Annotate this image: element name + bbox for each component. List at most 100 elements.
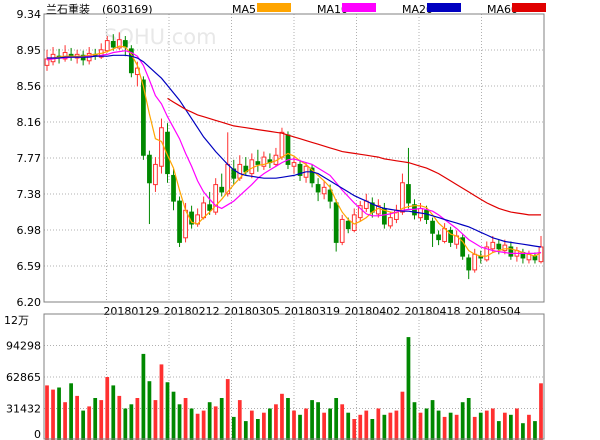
- volume-bar: [93, 398, 98, 440]
- legend-swatch-ma10: [342, 3, 376, 12]
- volume-bar: [388, 412, 393, 440]
- candle-body: [183, 209, 188, 239]
- volume-bar: [400, 391, 405, 440]
- volume-bar: [75, 395, 79, 440]
- date-tick-label: 20180129: [103, 305, 159, 318]
- candle-body: [309, 167, 315, 184]
- price-tick-label: 8.16: [17, 116, 42, 129]
- volume-tick-label: 31432: [6, 403, 41, 416]
- candle-body: [104, 40, 110, 52]
- legend-swatch-ma20: [427, 3, 461, 12]
- candle-body: [177, 200, 182, 243]
- volume-bar: [527, 414, 531, 440]
- volume-bar: [496, 421, 501, 440]
- volume-bar: [183, 398, 188, 440]
- volume-bar: [316, 402, 320, 440]
- volume-bar: [472, 416, 477, 440]
- volume-bar: [394, 410, 399, 440]
- volume-bar: [442, 416, 447, 440]
- volume-bar: [310, 400, 314, 440]
- volume-bar: [382, 414, 387, 440]
- candle-body: [406, 184, 411, 204]
- candle-body: [159, 127, 164, 167]
- volume-unit-label: 12万: [4, 314, 29, 327]
- candle-body: [213, 184, 219, 213]
- volume-bar: [274, 404, 278, 440]
- candle-body: [339, 218, 345, 243]
- price-tick-label: 7.38: [17, 188, 42, 201]
- volume-bar: [478, 412, 483, 440]
- volume-bar: [262, 412, 266, 440]
- volume-bar: [165, 382, 170, 440]
- volume-bar: [539, 383, 543, 440]
- volume-bar: [99, 400, 104, 440]
- volume-bar: [69, 383, 73, 440]
- grid: [44, 14, 544, 440]
- volume-bar: [484, 410, 489, 440]
- candle-body: [249, 159, 255, 175]
- volume-bar: [111, 385, 116, 440]
- volume-bar: [412, 402, 417, 440]
- candle-body: [201, 202, 207, 219]
- candle-body: [345, 220, 351, 230]
- candle-body: [400, 182, 405, 213]
- price-tick-label: 7.77: [17, 152, 42, 165]
- candle-body: [327, 189, 333, 202]
- candle-body: [460, 237, 466, 257]
- volume-bar: [454, 414, 459, 440]
- candle-body: [388, 217, 393, 227]
- volume-bar: [436, 410, 441, 440]
- volume-bar: [201, 410, 206, 440]
- volume-bar: [249, 410, 254, 440]
- volume-bar: [352, 419, 357, 440]
- candle-body: [466, 257, 472, 271]
- price-tick-label: 6.98: [17, 224, 42, 237]
- candle-body: [231, 168, 237, 179]
- watermark: SOHU.com: [104, 25, 217, 49]
- price-axis: 9.34 8.95 8.56 8.16 7.77 7.38 6.98 6.59 6.20 9429…: [6, 8, 41, 440]
- candle-body: [357, 205, 363, 219]
- volume-bar: [502, 412, 507, 440]
- date-tick-label: 20180305: [224, 305, 280, 318]
- volume-bar: [159, 364, 164, 440]
- volume-bar: [418, 412, 423, 440]
- price-panel-frame: [43, 13, 545, 303]
- legend-label-ma10: MA10: [317, 3, 348, 16]
- date-tick-label: 20180212: [164, 305, 220, 318]
- stock-name: 兰石重装: [46, 2, 90, 16]
- volume-bar: [533, 421, 537, 440]
- volume-bar: [87, 406, 92, 440]
- volume-bar: [376, 408, 381, 440]
- volume-bars: [45, 337, 543, 440]
- candle-body: [315, 184, 321, 193]
- volume-bar: [225, 379, 230, 440]
- date-axis: 20180129 20180212 20180305 20180319 20180402…: [103, 305, 520, 318]
- volume-bar: [322, 412, 326, 440]
- ma10-line: [46, 50, 542, 254]
- volume-bar: [370, 419, 375, 440]
- date-tick-label: 20180418: [405, 305, 461, 318]
- volume-bar: [304, 408, 308, 440]
- candle-body: [430, 220, 435, 234]
- legend-label-ma5: MA5: [232, 3, 256, 16]
- chart-frames: [43, 13, 545, 440]
- candle-body: [472, 253, 478, 271]
- candle-body: [448, 229, 453, 243]
- legend-label-ma60: MA60: [487, 3, 518, 16]
- volume-panel-frame: [43, 313, 545, 440]
- volume-tick-label: 94298: [6, 340, 41, 353]
- candle-body: [502, 244, 508, 252]
- volume-bar: [177, 404, 182, 440]
- candle-body: [279, 131, 285, 158]
- volume-bar: [195, 413, 200, 440]
- volume-bar: [153, 400, 158, 440]
- stock-code: (603169): [102, 3, 153, 16]
- volume-bar: [171, 391, 176, 440]
- volume-bar: [424, 408, 429, 440]
- volume-bar: [207, 402, 212, 440]
- volume-bar: [135, 398, 140, 440]
- candle-body: [484, 246, 490, 261]
- candle-body: [171, 174, 176, 202]
